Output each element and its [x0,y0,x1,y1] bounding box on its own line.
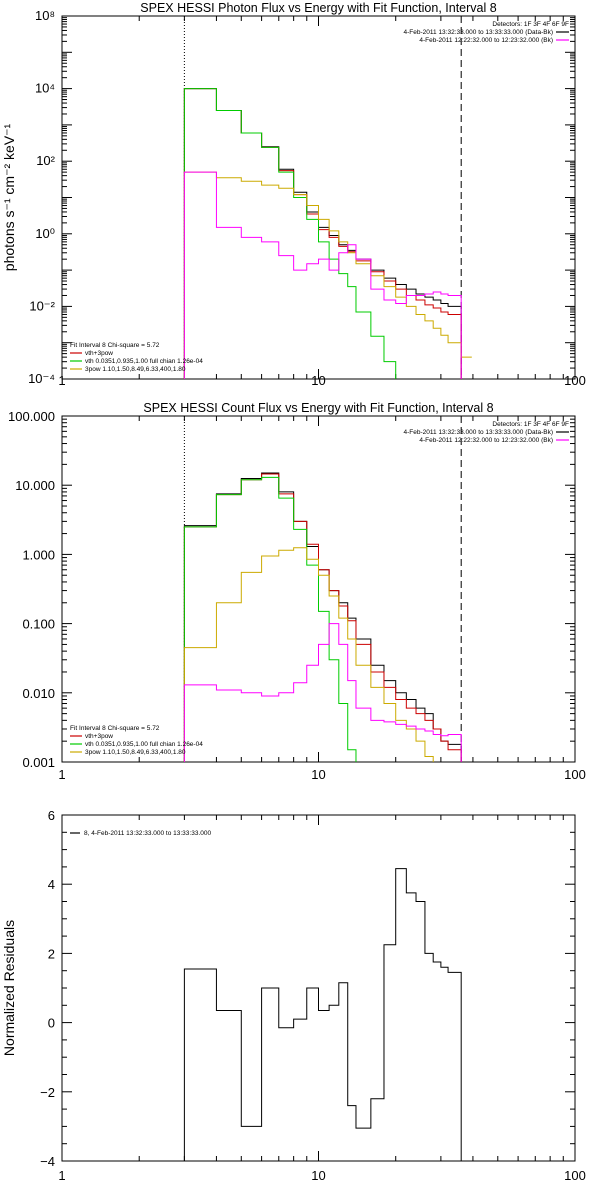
count-xtick-label: 1 [58,767,65,782]
count-panel: SPEX HESSI Count Flux vs Energy with Fit… [8,401,586,782]
photon-panel: SPEX HESSI Photon Flux vs Energy with Fi… [1,1,586,388]
count-legend-entry: 4-Feb-2011 12:22:32.000 to 12:23:32.000 … [419,437,553,444]
photon-legend-bottomleft: Fit Interval 8 Chi-square = 5.72vth+3pow… [70,342,203,373]
photon-legend-entry: vth+3pow [85,350,113,357]
photon-legend-header: Fit Interval 8 Chi-square = 5.72 [70,342,160,349]
count-legend-topright: Detectors: 1F 3F 4F 6F 9F4-Feb-2011 13:3… [404,421,570,444]
count-series-black [183,472,462,762]
photon-legend-entry: vth 0.0351,0.935,1.00 full chian 1.26e-0… [85,358,203,365]
count-legend-bottomleft: Fit Interval 8 Chi-square = 5.72vth+3pow… [70,725,203,756]
residuals-ytick-label: −2 [40,1085,55,1100]
photon-legend-entry: 4-Feb-2011 13:32:33.000 to 13:33:33.000 … [404,29,553,36]
photon-legend-topright: Detectors: 1F 3F 4F 6F 9F4-Feb-2011 13:3… [404,21,570,44]
photon-series-group [183,88,472,379]
count-xtick-label: 100 [564,767,586,782]
photon-ytick-label: 10⁸ [35,8,55,23]
count-series-yellow [183,547,434,762]
residuals-ytick-label: 0 [48,1016,55,1031]
photon-xtick-label: 10 [311,373,325,388]
count-series-green [183,476,357,762]
photon-ytick-label: 10⁻² [29,298,55,313]
residuals-ytick-label: 6 [48,808,55,823]
count-x-ticks [61,416,564,762]
count-series-magenta [183,623,462,762]
count-legend-entry: 3pow 1.10,1.50,8.49,6.33,400,1.80 [85,749,186,756]
photon-xtick-label: 1 [58,373,65,388]
photon-y-ticks [62,15,575,380]
photon-series-magenta [183,171,462,379]
photon-series-black [183,88,462,379]
count-ytick-label: 0.001 [22,755,55,770]
photon-xtick-label: 100 [564,373,586,388]
count-xtick-label: 10 [311,767,325,782]
photon-series-green [183,88,397,379]
count-ytick-label: 100.000 [8,409,55,424]
photon-y-axis-label: photons s⁻¹ cm⁻² keV⁻¹ [1,123,17,271]
count-ytick-label: 0.100 [22,617,55,632]
count-ytick-label: 10.000 [15,478,55,493]
residuals-xtick-label: 100 [564,1168,586,1183]
count-title: SPEX HESSI Count Flux vs Energy with Fit… [143,401,493,415]
count-series-group [183,472,462,762]
count-legend-header: Fit Interval 8 Chi-square = 5.72 [70,725,160,732]
count-series-red [183,473,462,762]
residuals-legend-entry: 8, 4-Feb-2011 13:32:33.000 to 13:33:33.0… [84,830,211,837]
residuals-x-ticks [61,815,564,1161]
residuals-series-group [183,868,462,1161]
photon-axes-frame [61,15,576,380]
photon-legend-detectors: Detectors: 1F 3F 4F 6F 9F [492,21,569,28]
residuals-ytick-label: 4 [48,877,55,892]
residuals-y-axis-label: Normalized Residuals [1,920,17,1056]
photon-title: SPEX HESSI Photon Flux vs Energy with Fi… [140,1,496,15]
photon-x-ticks [61,16,564,379]
count-y-ticks [62,415,575,763]
count-legend-detectors: Detectors: 1F 3F 4F 6F 9F [492,421,569,428]
count-ytick-label: 1.000 [22,547,55,562]
photon-series-red [183,88,462,379]
residuals-ytick-label: 2 [48,946,55,961]
residuals-legend-topleft: 8, 4-Feb-2011 13:32:33.000 to 13:33:33.0… [70,830,211,837]
residuals-panel: 1 10 100 6 4 2 0 −2 −4 Normalized Residuals 8, 4-F… [1,808,586,1183]
residuals-xtick-label: 1 [58,1168,65,1183]
photon-ytick-label: 10⁴ [35,81,55,96]
count-legend-entry: 4-Feb-2011 13:32:33.000 to 13:33:33.000 … [404,429,553,436]
count-legend-entry: vth 0.0351,0.935,1.00 full chian 1.26e-0… [85,741,203,748]
count-legend-entry: vth+3pow [85,733,113,740]
count-ytick-label: 0.010 [22,686,55,701]
residuals-xtick-label: 10 [311,1168,325,1183]
photon-ytick-label: 10⁰ [35,226,55,241]
photon-ytick-label: 10² [36,153,55,168]
photon-ytick-label: 10⁻⁴ [28,371,55,386]
residuals-ytick-label: −4 [40,1154,55,1169]
residuals-y-ticks [62,814,575,1162]
photon-series-yellow [183,171,472,379]
photon-legend-entry: 4-Feb-2011 12:22:32.000 to 12:23:32.000 … [419,37,553,44]
residuals-series-black [183,868,462,1161]
photon-legend-entry: 3pow 1.10,1.50,8.49,6.33,400,1.80 [85,366,186,373]
